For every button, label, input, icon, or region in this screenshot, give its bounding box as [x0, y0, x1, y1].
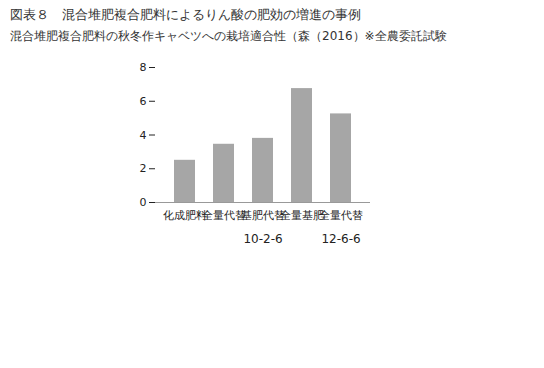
svg-text:全量代替: 全量代替 — [202, 209, 246, 222]
svg-text:2: 2 — [140, 162, 147, 175]
html-text:混合堆肥複合肥料の秋冬作キャベツへの栽培適合性（森（2016: 混合堆肥複合肥料の秋冬作キャベツへの栽培適合性（森（2016）※全農委託試験 — [10, 29, 447, 43]
svg-text:12-6-6: 12-6-6 — [321, 232, 360, 246]
svg-text:基肥代替: 基肥代替 — [241, 209, 285, 222]
svg-text:化成肥料: 化成肥料 — [163, 209, 207, 222]
html-text:図表８ 混合堆肥複合肥料によるりん酸の肥効の増進の事例: 図表８ 混合堆肥複合肥料によるりん酸の肥効の増進の事例 — [10, 7, 361, 22]
svg-text:10-2-6: 10-2-6 — [243, 232, 282, 246]
svg-text:全量代替: 全量代替 — [319, 209, 363, 222]
svg-text:全量基肥: 全量基肥 — [280, 209, 324, 222]
svg-text:4: 4 — [140, 129, 147, 142]
svg-text:0: 0 — [140, 196, 147, 209]
svg-text:6: 6 — [140, 95, 147, 108]
svg-text:8: 8 — [140, 61, 147, 74]
